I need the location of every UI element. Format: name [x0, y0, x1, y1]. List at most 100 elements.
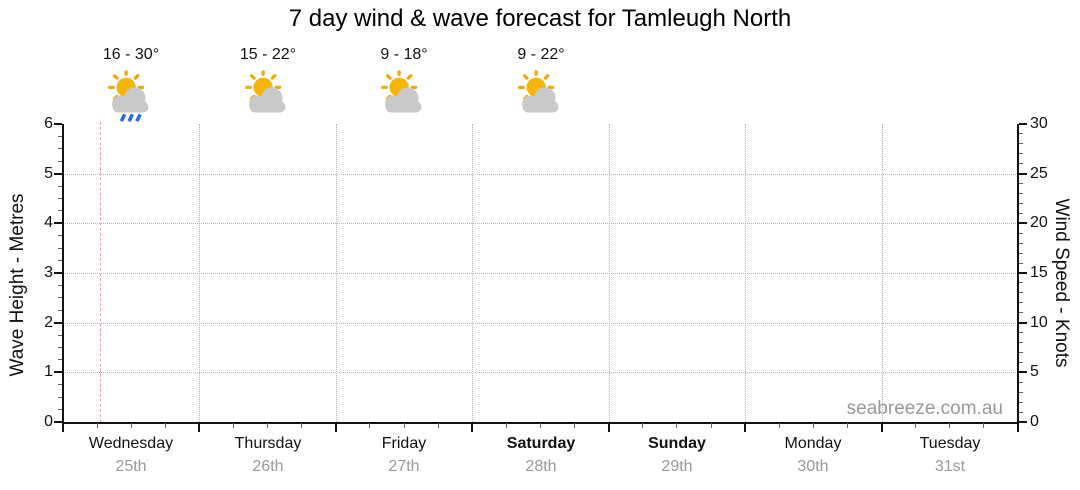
x-axis-day-label: Thursday: [234, 435, 302, 452]
x-axis-tick: [301, 423, 302, 428]
x-axis-tick: [1017, 423, 1019, 432]
rain-icon: [119, 113, 142, 122]
left-axis-tick: [58, 248, 62, 249]
right-axis-tick: [1019, 272, 1027, 274]
x-axis-tick: [335, 423, 337, 432]
left-axis-line: [62, 124, 64, 424]
x-axis-tick: [881, 423, 883, 432]
left-axis-tick: [58, 347, 62, 348]
right-axis-tick: [1019, 183, 1023, 184]
left-axis-tick: [58, 198, 62, 199]
x-axis-tick: [779, 423, 780, 428]
gridline-vertical: [882, 124, 883, 422]
x-axis-tick: [642, 423, 643, 428]
right-axis-tick: [1019, 352, 1023, 353]
temp-range-label: 15 - 22°: [239, 46, 297, 63]
x-axis-date-label: 29th: [661, 458, 693, 475]
right-axis-tick-label: 10: [1030, 314, 1048, 331]
gridline-vertical: [609, 124, 610, 422]
x-axis-tick: [847, 423, 848, 428]
x-axis-day-label: Saturday: [506, 435, 576, 452]
right-axis-tick: [1019, 332, 1023, 333]
x-axis-date-label: 25th: [115, 458, 147, 475]
x-axis-tick: [165, 423, 166, 428]
left-axis-tick: [58, 136, 62, 137]
x-axis-tick: [915, 423, 916, 428]
right-axis-tick: [1019, 282, 1023, 283]
weather-icon-partly-cloudy-rain: [108, 70, 149, 122]
right-axis-tick: [1019, 292, 1023, 293]
right-axis-tick: [1019, 123, 1027, 125]
gridline-horizontal: [63, 174, 1018, 175]
right-axis-tick: [1019, 322, 1027, 324]
gridline-horizontal: [63, 273, 1018, 274]
right-axis-tick: [1019, 263, 1023, 264]
weather-icon-partly-cloudy: [245, 70, 286, 113]
right-axis-tick: [1019, 402, 1023, 403]
x-axis-tick: [267, 423, 268, 428]
weather-icon-partly-cloudy: [381, 70, 422, 113]
x-axis-date-label: 28th: [525, 458, 557, 475]
left-axis-tick-label: 5: [44, 165, 53, 182]
x-axis-tick: [983, 423, 984, 428]
gridline-vertical: [199, 124, 200, 422]
x-axis-tick: [471, 423, 473, 432]
left-axis-tick: [58, 148, 62, 149]
left-axis-tick: [58, 161, 62, 162]
gridline-vertical: [336, 124, 337, 422]
x-axis-day-label: Friday: [381, 435, 427, 452]
x-axis-tick: [949, 423, 950, 428]
x-axis-tick: [438, 423, 439, 428]
left-axis-tick-label: 4: [44, 214, 53, 231]
right-axis-tick-label: 30: [1030, 115, 1048, 132]
right-axis-line: [1017, 124, 1019, 424]
right-axis-tick: [1019, 382, 1023, 383]
left-axis-tick-label: 6: [44, 115, 53, 132]
cloud-icon: [522, 87, 559, 113]
cloud-icon: [112, 87, 149, 113]
x-axis-tick: [369, 423, 370, 428]
gridline-vertical: [745, 124, 746, 422]
left-axis-tick: [54, 173, 62, 175]
x-axis-tick: [744, 423, 746, 432]
left-axis-tick: [58, 260, 62, 261]
right-axis-tick: [1019, 163, 1023, 164]
temp-range-label: 9 - 18°: [380, 46, 428, 63]
x-axis-date-label: 30th: [797, 458, 829, 475]
right-axis-tick: [1019, 213, 1023, 214]
chart-title: 7 day wind & wave forecast for Tamleugh …: [288, 5, 792, 32]
left-axis-tick: [54, 322, 62, 324]
temp-range-label: 16 - 30°: [102, 46, 160, 63]
left-axis-tick: [58, 235, 62, 236]
left-axis-tick-label: 3: [44, 264, 53, 281]
weather-icon-partly-cloudy: [518, 70, 559, 113]
left-axis-tick: [58, 359, 62, 360]
left-axis-tick: [54, 421, 62, 423]
x-axis-tick: [198, 423, 200, 432]
x-axis-tick: [62, 423, 64, 432]
x-axis-date-label: 31st: [934, 458, 966, 475]
right-axis-tick: [1019, 233, 1023, 234]
x-axis-tick: [813, 423, 814, 428]
x-axis-tick: [676, 423, 677, 428]
right-axis-tick-label: 15: [1030, 264, 1048, 281]
x-axis-tick: [97, 423, 98, 428]
right-axis-tick: [1019, 253, 1023, 254]
right-axis-tick: [1019, 302, 1023, 303]
right-axis-tick: [1019, 133, 1023, 134]
right-axis-tick: [1019, 193, 1023, 194]
gridline-horizontal: [63, 372, 1018, 373]
right-axis-tick-label: 25: [1030, 165, 1048, 182]
left-axis-tick: [54, 272, 62, 274]
right-axis-tick: [1019, 392, 1023, 393]
right-axis-tick: [1019, 412, 1023, 413]
x-axis-tick: [233, 423, 234, 428]
watermark: seabreeze.com.au: [846, 398, 1003, 419]
right-axis-tick: [1019, 362, 1023, 363]
x-axis-day-label: Tuesday: [919, 435, 981, 452]
x-axis-tick: [608, 423, 610, 432]
x-axis-day-label: Sunday: [648, 435, 706, 452]
left-axis-tick: [58, 409, 62, 410]
gridline-horizontal: [63, 323, 1018, 324]
